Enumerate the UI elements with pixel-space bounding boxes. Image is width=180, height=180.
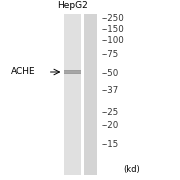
Bar: [64, 71, 81, 73]
Text: --75: --75: [102, 50, 119, 59]
Text: --25: --25: [102, 108, 119, 117]
Bar: [64, 70, 81, 74]
Text: --20: --20: [102, 122, 119, 130]
Text: --250: --250: [102, 14, 124, 23]
Text: (kd): (kd): [123, 165, 140, 174]
Bar: [64, 71, 81, 73]
Text: ACHE: ACHE: [11, 68, 36, 76]
Bar: [84, 14, 97, 175]
Text: --150: --150: [102, 25, 124, 34]
Text: --50: --50: [102, 69, 119, 78]
Text: --100: --100: [102, 36, 124, 45]
Text: HepG2: HepG2: [57, 1, 87, 10]
Bar: [64, 14, 81, 175]
Text: --15: --15: [102, 140, 119, 149]
Text: --37: --37: [102, 86, 119, 95]
